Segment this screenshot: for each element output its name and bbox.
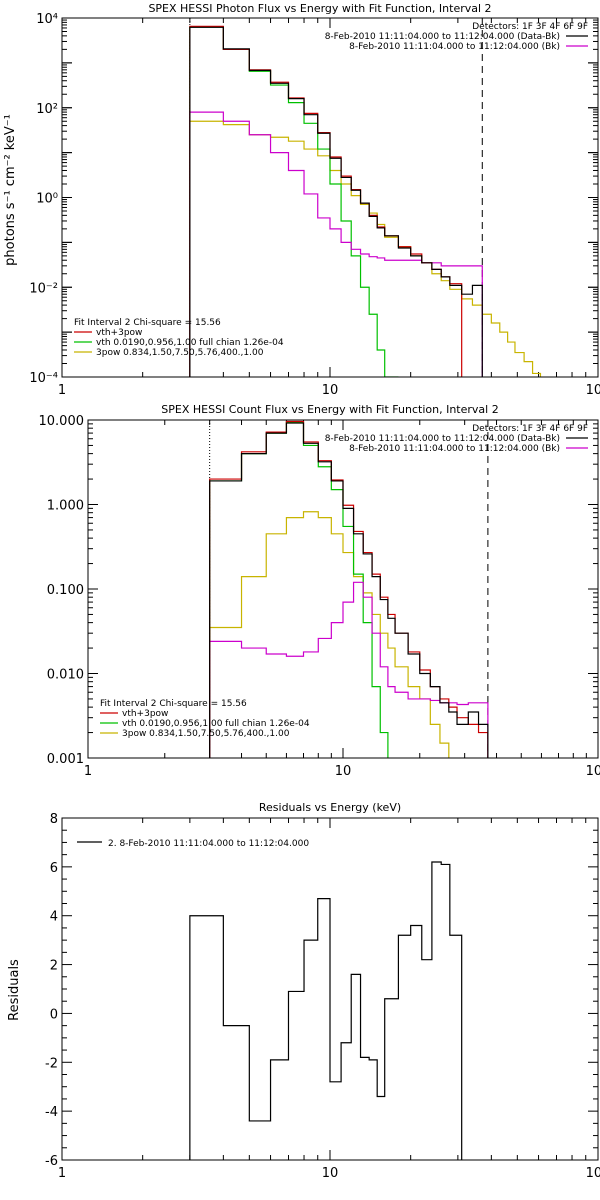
legend-label: vth+3pow — [96, 328, 142, 338]
legend-label: 2. 8-Feb-2010 11:11:04.000 to 11:12:04.0… — [108, 839, 309, 849]
panel-title: SPEX HESSI Photon Flux vs Energy with Fi… — [148, 2, 491, 15]
legend-label: 3pow 0.834,1.50,7.50,5.76,400.,1.00 — [122, 729, 290, 739]
legend-label: 8-Feb-2010 11:11:04.000 to 11:12:04.000 … — [325, 32, 560, 42]
y-tick-label: 0 — [50, 1007, 58, 1022]
y-tick-label: 10⁰ — [36, 192, 58, 207]
y-tick-label: 0.001 — [47, 752, 84, 767]
panel-title: SPEX HESSI Count Flux vs Energy with Fit… — [161, 403, 498, 416]
series-line — [189, 26, 399, 377]
legend-label: Fit Interval 2 Chi-square = 15.56 — [74, 318, 221, 328]
count-plot-area: 1 10 100 0.001 0.010 0.100 1.000 10.000 Detector… — [39, 414, 600, 779]
legend-label: vth 0.0190,0.956,1.00 full chian 1.26e-0… — [96, 338, 284, 348]
series-line — [189, 861, 463, 1160]
y-tick-label: 0.100 — [47, 583, 84, 598]
legend-label: 3pow 0.834,1.50,7.50,5.76,400.,1.00 — [96, 348, 264, 358]
series-line — [189, 25, 463, 377]
x-tick-label: 100 — [586, 1166, 600, 1181]
y-tick-label: 10⁻² — [29, 281, 58, 296]
photon-plot-area: 1 10 100 10⁻⁴ 10⁻² 10⁰ 10² 10⁴ Detectors: 1F 3F … — [29, 12, 600, 398]
y-axis-label: Residuals — [7, 959, 22, 1021]
legend-label: Fit Interval 2 Chi-square = 15.56 — [100, 699, 247, 709]
y-tick-label: 10.000 — [39, 414, 85, 429]
y-tick-label: 10⁴ — [36, 12, 58, 27]
y-tick-label: 4 — [50, 910, 58, 925]
y-tick-label: 8 — [50, 812, 58, 827]
x-tick-label: 10 — [322, 1166, 339, 1181]
x-tick-label: 100 — [586, 764, 600, 779]
y-tick-label: 10⁻⁴ — [29, 371, 58, 386]
y-tick-label: 10² — [36, 102, 58, 117]
x-tick-label: 10 — [322, 383, 339, 398]
legend-label: Detectors: 1F 3F 4F 6F 9F — [472, 424, 588, 434]
legend-label: vth+3pow — [122, 709, 168, 719]
plot-frame — [61, 817, 599, 1161]
x-tick-label: 1 — [58, 383, 66, 398]
residuals-plot-area: 1 10 100 -6 -4 -2 0 2 4 6 8 2. 8-Feb-2010 11:11:04.… — [45, 812, 600, 1181]
legend-label: 8-Feb-2010 11:11:04.000 to 11:12:04.000 … — [325, 434, 560, 444]
panel-title: Residuals vs Energy (keV) — [259, 801, 401, 814]
series-line — [189, 26, 483, 377]
photon-flux-panel: SPEX HESSI Photon Flux vs Energy with Fi… — [3, 2, 600, 398]
y-tick-label: 2 — [50, 959, 58, 974]
series-line — [189, 111, 483, 377]
legend-label: Detectors: 1F 3F 4F 6F 9F — [472, 22, 588, 32]
y-tick-label: -2 — [45, 1056, 58, 1071]
y-tick-label: 6 — [50, 861, 58, 876]
x-tick-label: 1 — [84, 764, 92, 779]
series-line — [209, 511, 458, 758]
y-tick-label: 0.010 — [47, 668, 84, 683]
y-tick-label: 1.000 — [47, 499, 84, 514]
x-tick-label: 100 — [586, 383, 600, 398]
series-line — [209, 420, 489, 758]
y-tick-label: -6 — [45, 1154, 58, 1169]
series-line — [209, 422, 489, 758]
plot-frame — [61, 17, 599, 378]
legend-label: 8-Feb-2010 11:11:04.000 to 11:12:04.000 … — [349, 42, 560, 52]
count-flux-panel: SPEX HESSI Count Flux vs Energy with Fit… — [39, 403, 600, 779]
residuals-panel: Residuals vs Energy (keV) Residuals 1 10 1… — [7, 801, 600, 1181]
legend-label: 8-Feb-2010 11:11:04.000 to 11:12:04.000 … — [349, 444, 560, 454]
y-tick-label: -4 — [45, 1105, 58, 1120]
x-tick-label: 1 — [58, 1166, 66, 1181]
plot-frame — [87, 419, 599, 759]
legend-label: vth 0.0190,0.956,1.00 full chian 1.26e-0… — [122, 719, 310, 729]
y-axis-label: photons s⁻¹ cm⁻² keV⁻¹ — [3, 114, 18, 266]
x-tick-label: 10 — [335, 764, 352, 779]
